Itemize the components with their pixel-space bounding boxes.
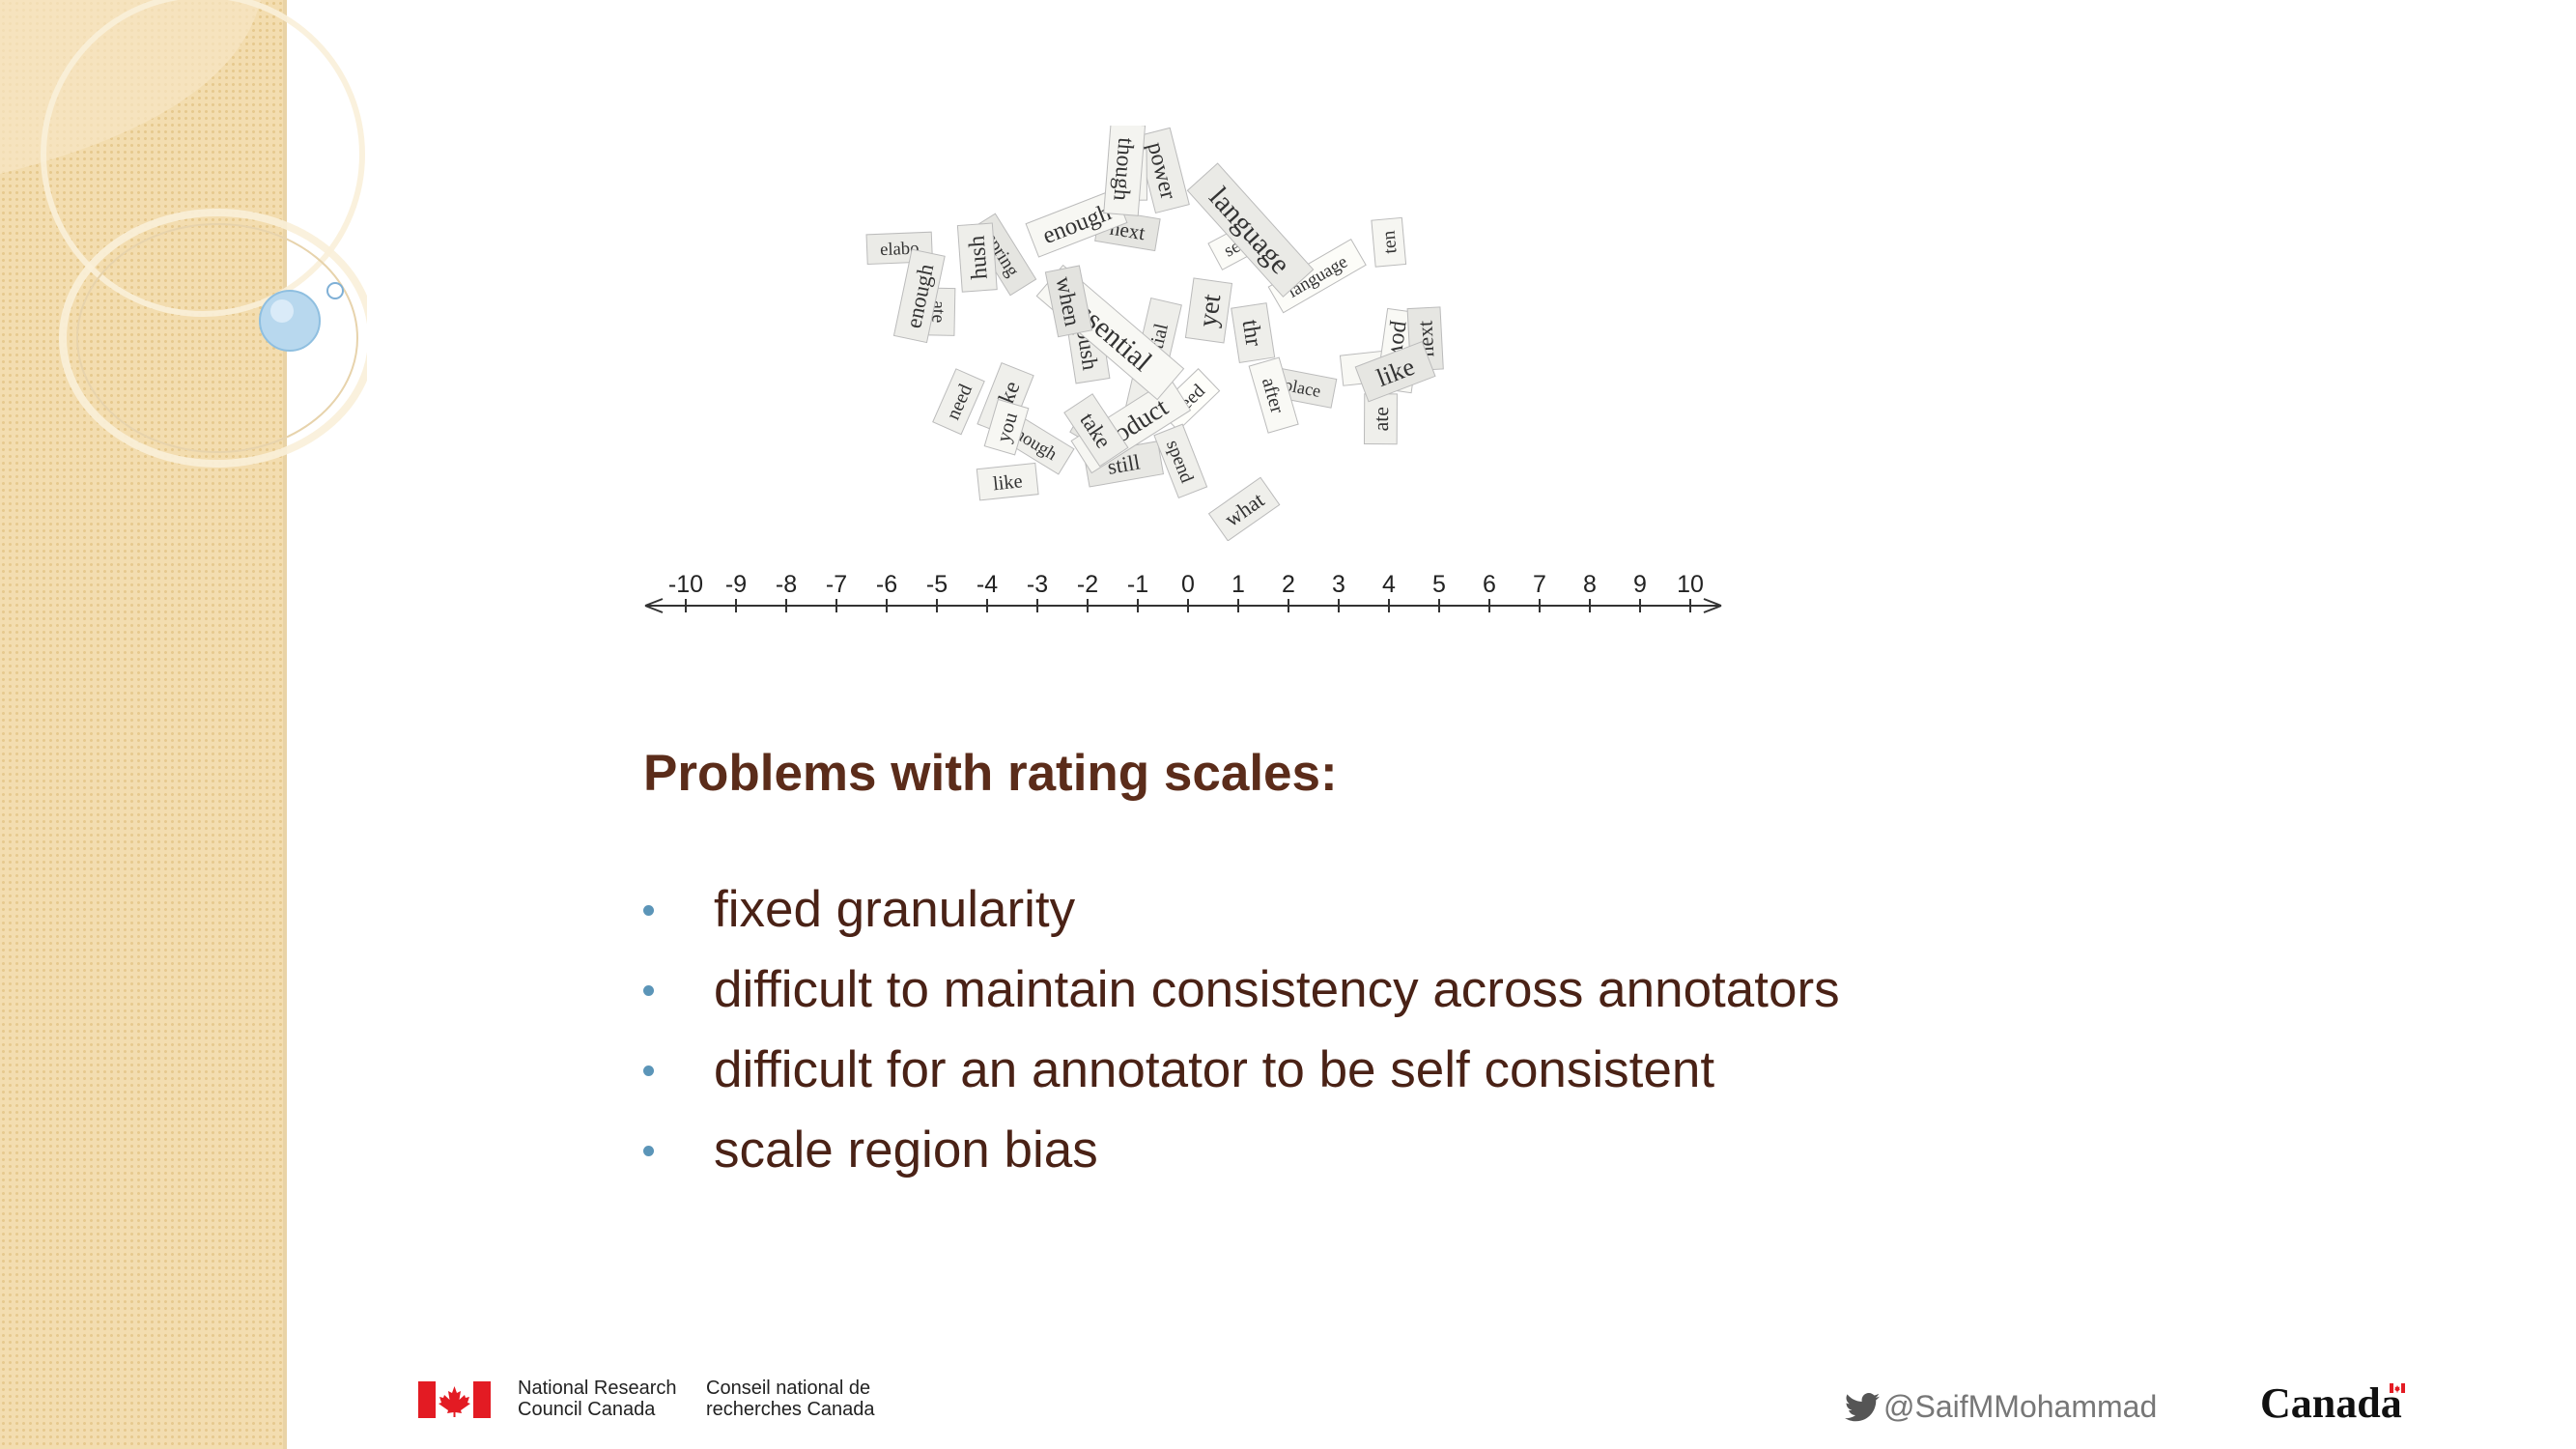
number-line-tick-label: -10	[668, 571, 703, 598]
number-line: -10 -9 -8 -7 -6 -5 -4 -3 -2 -1 0 1 2 3 4 5 6 7 8 9 10	[644, 571, 1722, 613]
bullet-icon	[643, 1065, 654, 1076]
word-tile: what	[1207, 476, 1281, 541]
word-tile: language	[1186, 162, 1315, 298]
word-tile: you	[983, 398, 1030, 456]
org-name-french: Conseil national de recherches Canada	[706, 1378, 875, 1420]
list-item: difficult to maintain consistency across…	[643, 950, 1840, 1030]
number-line-tick-label: 1	[1231, 571, 1245, 598]
slide-heading: Problems with rating scales:	[643, 745, 1338, 802]
list-item: difficult for an annotator to be self co…	[643, 1030, 1840, 1110]
list-item: scale region bias	[643, 1110, 1840, 1190]
number-line-tick-label: 10	[1677, 571, 1704, 598]
number-line-tick-label: -2	[1077, 571, 1098, 598]
left-arrow-icon	[644, 598, 664, 613]
word-tile: power	[1135, 127, 1190, 214]
number-line-tick-label: 3	[1332, 571, 1345, 598]
word-tile: like	[976, 462, 1039, 501]
number-line-tick-label: 8	[1583, 571, 1597, 598]
number-line-tick-label: -8	[776, 571, 797, 598]
word-tile: when	[1044, 265, 1093, 338]
number-line-tick-label: -5	[926, 571, 948, 598]
sidebar-edge	[283, 0, 287, 1449]
twitter-handle[interactable]: @SaifMMohammad	[1845, 1389, 2157, 1425]
svg-text:ten: ten	[1379, 230, 1401, 255]
list-item: fixed granularity	[643, 869, 1840, 950]
org-name-english: National Research Council Canada	[518, 1378, 677, 1420]
bullet-icon	[643, 904, 654, 916]
bullet-icon	[643, 984, 654, 996]
svg-text:elabo: elabo	[880, 239, 920, 261]
svg-text:thr: thr	[1237, 318, 1267, 349]
number-line-tick-label: 5	[1432, 571, 1446, 598]
right-arrow-icon	[1703, 598, 1722, 613]
number-line-tick-label: 9	[1633, 571, 1647, 598]
word-tile: enough	[892, 248, 946, 344]
word-tile: ten	[1371, 216, 1407, 268]
number-line-tick-label: 2	[1282, 571, 1295, 598]
canada-wordmark-flag-icon	[2390, 1383, 2405, 1393]
word-pile-image: essentialpowerthoughtakeateneednextlangu…	[865, 126, 1444, 541]
number-line-tick-label: -3	[1027, 571, 1048, 598]
number-line-tick-label: 0	[1181, 571, 1195, 598]
svg-text:language: language	[1203, 182, 1296, 281]
word-tile: thr	[1231, 302, 1276, 364]
number-line-tick-label: -6	[876, 571, 897, 598]
number-line-tick-label: -7	[826, 571, 847, 598]
number-line-tick-label: 7	[1533, 571, 1546, 598]
word-tile: after	[1248, 356, 1299, 434]
number-line-tick-label: -1	[1127, 571, 1148, 598]
svg-text:hush: hush	[965, 235, 993, 280]
number-line-tick-label: -9	[725, 571, 747, 598]
word-tile: hush	[956, 222, 998, 293]
number-line-tick-label: 4	[1382, 571, 1396, 598]
bullet-icon	[643, 1145, 654, 1156]
number-line-tick-label: -4	[977, 571, 998, 598]
word-tile: yet	[1184, 277, 1233, 344]
canada-flag-icon	[418, 1381, 491, 1418]
word-tile: spend	[1153, 423, 1208, 499]
bullet-list: fixed granularity difficult to maintain …	[643, 869, 1840, 1190]
svg-text:yet: yet	[1193, 292, 1227, 328]
word-tile: need	[932, 368, 985, 436]
decorative-circles	[0, 0, 367, 468]
svg-text:like: like	[992, 470, 1024, 495]
twitter-bird-icon	[1845, 1392, 1880, 1421]
canada-wordmark: Canada	[2260, 1379, 2402, 1427]
word-tile: though	[1103, 126, 1146, 216]
number-line-tick-label: 6	[1483, 571, 1496, 598]
svg-text:though: though	[1108, 137, 1138, 202]
word-tile: ate	[1363, 393, 1398, 445]
word-tile: like	[1354, 340, 1436, 403]
svg-text:ate: ate	[1370, 407, 1393, 431]
